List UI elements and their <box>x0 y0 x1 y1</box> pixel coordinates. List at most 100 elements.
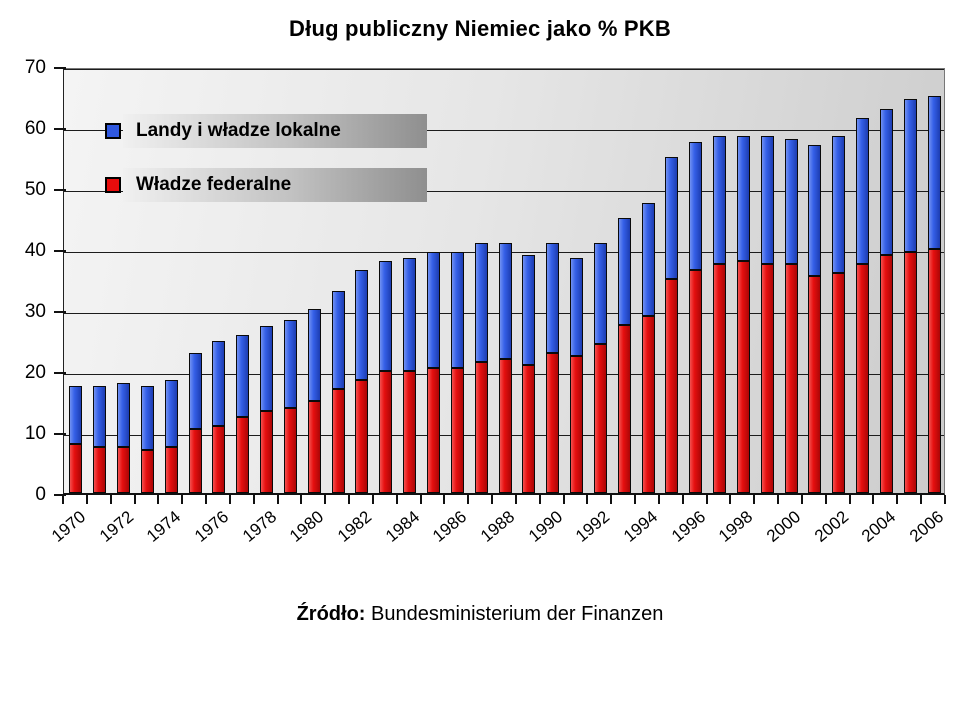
bar-segment-federal-1981 <box>331 389 345 493</box>
bar-segment-federal-1994 <box>641 316 655 493</box>
bar-1979 <box>283 320 297 493</box>
bar-segment-landy-2004 <box>879 109 893 255</box>
bar-1986 <box>450 252 464 493</box>
bar-1971 <box>93 386 107 493</box>
bar-segment-federal-2005 <box>903 252 917 493</box>
bar-segment-landy-1979 <box>283 320 297 408</box>
bar-segment-federal-1980 <box>307 401 321 493</box>
bar-1997 <box>713 136 727 493</box>
bar-1994 <box>641 203 655 493</box>
bar-1970 <box>69 386 83 493</box>
y-tick-label: 30 <box>24 301 46 322</box>
bar-segment-landy-1991 <box>570 258 583 356</box>
bar-1987 <box>474 243 488 493</box>
plot-area <box>63 68 945 495</box>
bar-segment-federal-1999 <box>760 264 774 493</box>
legend-label-federal: Władze federalne <box>136 174 292 195</box>
bar-segment-federal-1988 <box>498 359 512 493</box>
x-tick-label: 1988 <box>477 507 519 546</box>
bar-segment-landy-1972 <box>117 383 131 447</box>
bar-1977 <box>236 335 250 493</box>
bar-segment-landy-1994 <box>641 203 655 316</box>
bar-segment-federal-2000 <box>784 264 798 493</box>
bar-segment-federal-1982 <box>355 380 369 493</box>
bar-segment-federal-1995 <box>665 279 679 493</box>
bar-1989 <box>522 255 536 493</box>
bar-segment-landy-1984 <box>403 258 417 371</box>
x-tick <box>62 495 64 504</box>
y-tick-label: 50 <box>24 179 46 200</box>
bar-segment-federal-1974 <box>164 447 178 493</box>
bar-segment-federal-2002 <box>832 273 846 493</box>
bar-segment-landy-1986 <box>450 252 464 368</box>
bar-segment-landy-2006 <box>927 96 941 249</box>
x-tick <box>371 495 374 504</box>
bar-1998 <box>736 136 750 493</box>
bar-segment-federal-1991 <box>570 356 583 493</box>
bar-segment-federal-1992 <box>593 344 607 493</box>
chart-title: Dług publiczny Niemiec jako % PKB <box>289 16 671 41</box>
x-tick-label: 1976 <box>190 507 233 546</box>
bar-segment-federal-2003 <box>856 264 870 493</box>
bar-2000 <box>784 139 798 493</box>
bar-segment-landy-1973 <box>140 386 154 450</box>
bar-segment-landy-1989 <box>522 255 536 365</box>
x-tick <box>181 495 184 504</box>
source-text: Bundesministerium der Finanzen <box>365 603 664 625</box>
x-tick <box>586 495 589 504</box>
bar-segment-landy-2005 <box>903 99 917 252</box>
y-tick-label: 70 <box>24 57 46 78</box>
bar-1982 <box>355 270 369 493</box>
bar-segment-landy-1999 <box>760 136 774 264</box>
legend-label-landy: Landy i władze lokalne <box>136 120 341 141</box>
bar-segment-landy-1987 <box>474 243 488 362</box>
bar-segment-landy-1996 <box>689 142 703 270</box>
x-tick <box>848 495 851 504</box>
bar-segment-landy-1995 <box>665 157 679 279</box>
bar-1980 <box>307 309 321 493</box>
x-tick <box>610 495 613 504</box>
bar-segment-federal-1998 <box>736 261 750 493</box>
x-tick <box>944 495 946 504</box>
bar-1999 <box>760 136 774 493</box>
legend-marker-landy-icon <box>105 123 121 139</box>
y-tick-label: 20 <box>24 362 46 383</box>
bar-1995 <box>665 157 679 493</box>
bar-segment-landy-1983 <box>379 261 393 371</box>
x-tick <box>705 495 708 504</box>
bar-segment-landy-1998 <box>736 136 750 261</box>
bar-1996 <box>689 142 703 493</box>
y-tick <box>54 494 66 496</box>
x-tick <box>443 495 446 504</box>
x-tick <box>800 495 803 504</box>
bar-segment-federal-1986 <box>450 368 464 493</box>
bar-segment-landy-1985 <box>426 252 440 368</box>
source-caption: Źródło: Bundesministerium der Finanzen <box>0 603 960 626</box>
x-tick <box>157 495 160 504</box>
x-tick <box>491 495 494 504</box>
bar-segment-landy-1993 <box>617 218 631 325</box>
x-tick-label: 1992 <box>572 507 614 546</box>
bar-segment-federal-1990 <box>546 353 560 493</box>
bar-segment-federal-1985 <box>426 368 440 493</box>
bar-segment-federal-2006 <box>927 249 941 493</box>
bar-segment-landy-1997 <box>713 136 727 264</box>
bar-2003 <box>856 118 870 493</box>
x-tick <box>109 495 112 504</box>
bar-segment-landy-1990 <box>546 243 560 353</box>
bar-segment-landy-1971 <box>93 386 107 447</box>
y-tick <box>54 128 66 130</box>
x-tick-label: 2006 <box>906 507 948 546</box>
x-tick <box>777 495 780 504</box>
x-tick <box>657 495 660 504</box>
x-tick <box>85 495 88 504</box>
y-tick <box>54 433 66 435</box>
bar-segment-federal-1972 <box>117 447 131 493</box>
x-tick-label: 2004 <box>858 507 900 546</box>
bar-1976 <box>212 341 226 493</box>
bar-segment-landy-2000 <box>784 139 798 264</box>
bar-segment-federal-1973 <box>140 450 154 493</box>
bar-1984 <box>403 258 417 493</box>
bar-segment-landy-1974 <box>164 380 178 447</box>
